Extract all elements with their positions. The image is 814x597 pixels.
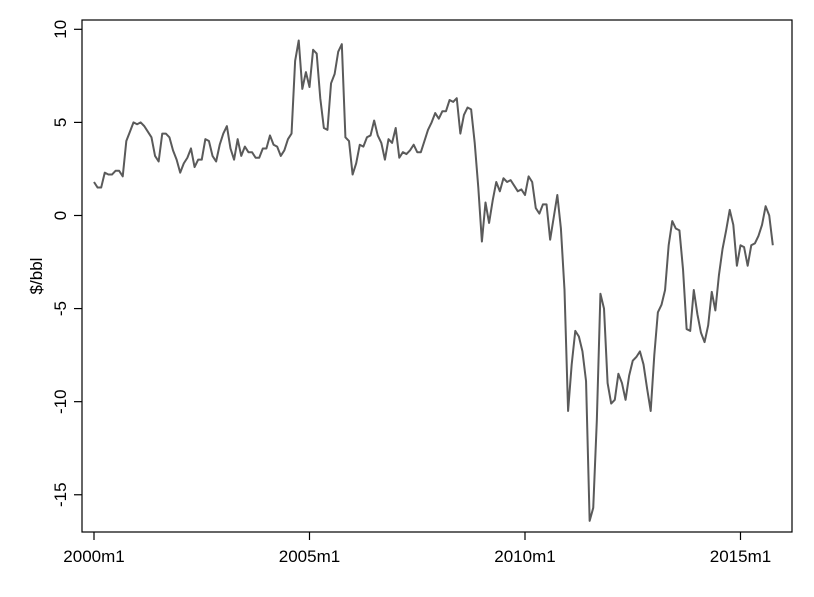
series-layer xyxy=(93,39,774,522)
y-axis-title: $/bbl xyxy=(27,258,46,295)
y-tick-label: 10 xyxy=(51,20,70,39)
x-tick-label: 2000m1 xyxy=(63,547,124,566)
y-tick-label: -5 xyxy=(51,301,70,316)
series-line xyxy=(93,39,774,522)
y-tick-label: 5 xyxy=(51,118,70,127)
x-axis: 2000m1 2005m1 2010m1 2015m1 xyxy=(63,532,771,566)
plot-area xyxy=(81,19,793,533)
x-tick-label: 2005m1 xyxy=(279,547,340,566)
y-axis: 10 5 0 -5 -10 -15 xyxy=(51,20,82,507)
x-tick-label: 2015m1 xyxy=(710,547,771,566)
y-tick-label: -10 xyxy=(51,389,70,414)
x-tick-label: 2010m1 xyxy=(494,547,555,566)
y-tick-label: -15 xyxy=(51,482,70,507)
y-tick-label: 0 xyxy=(51,211,70,220)
